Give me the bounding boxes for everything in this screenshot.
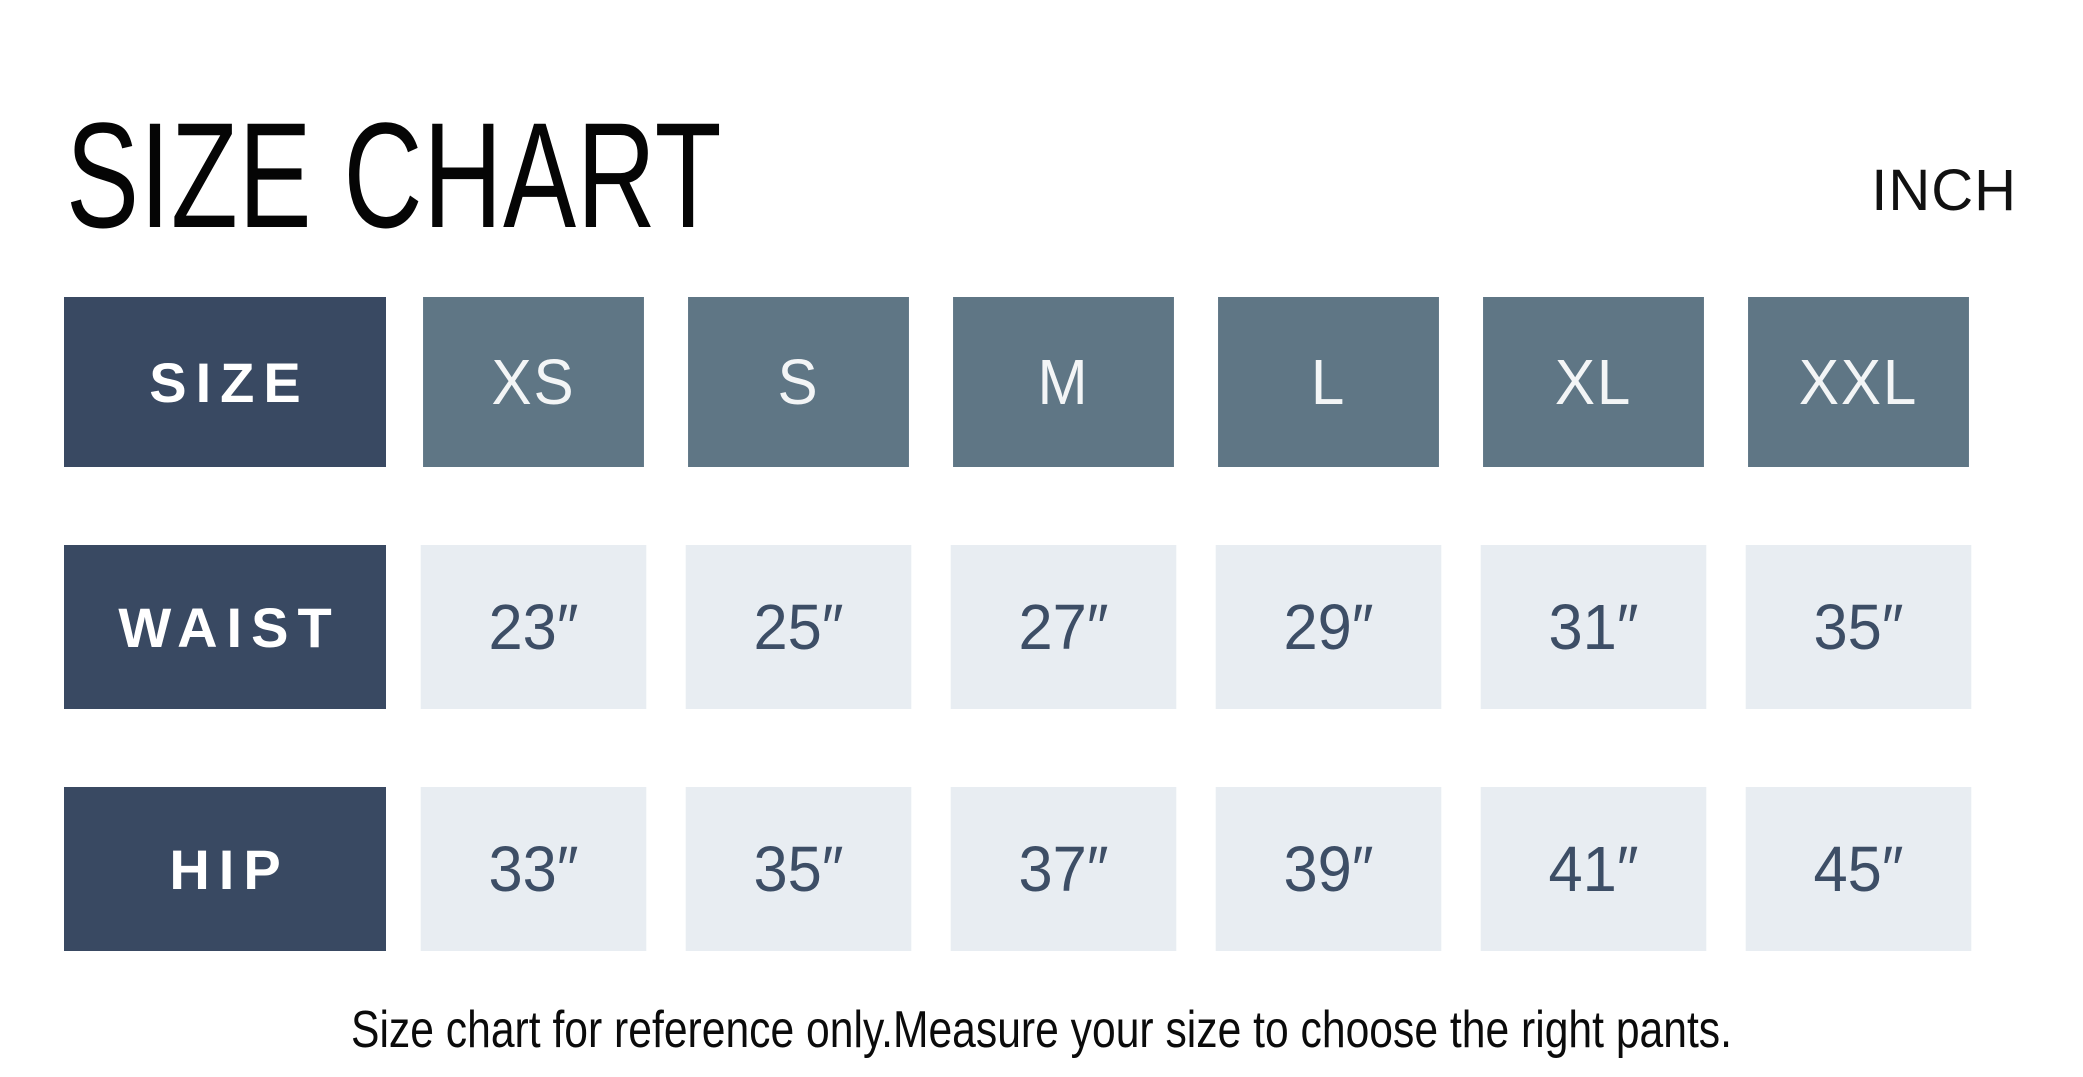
table-header-size: SIZE	[64, 297, 386, 467]
hip-value-l: 39″	[1215, 787, 1442, 951]
page-title: SIZE CHART	[66, 91, 723, 259]
table-header-m: M	[953, 297, 1174, 467]
waist-value-xs: 23″	[420, 545, 647, 709]
hip-value-m: 37″	[950, 787, 1177, 951]
waist-value-xxl: 35″	[1745, 545, 1972, 709]
waist-value-l: 29″	[1215, 545, 1442, 709]
table-header-l: L	[1218, 297, 1439, 467]
row-label-waist: WAIST	[64, 545, 386, 709]
hip-value-xs: 33″	[420, 787, 647, 951]
table-header-xl: XL	[1483, 297, 1704, 467]
waist-value-s: 25″	[685, 545, 912, 709]
waist-value-xl: 31″	[1480, 545, 1707, 709]
table-header-xs: XS	[423, 297, 644, 467]
hip-value-xxl: 45″	[1745, 787, 1972, 951]
hip-value-s: 35″	[685, 787, 912, 951]
footnote: Size chart for reference only.Measure yo…	[351, 1001, 1732, 1059]
table-header-xxl: XXL	[1748, 297, 1969, 467]
hip-value-xl: 41″	[1480, 787, 1707, 951]
waist-value-m: 27″	[950, 545, 1177, 709]
size-table: SIZE XS S M L XL XXL WAIST 23″ 25″ 27″ 2…	[64, 297, 1976, 951]
row-label-hip: HIP	[64, 787, 386, 951]
unit-label: INCH	[1871, 158, 2017, 223]
table-header-s: S	[688, 297, 909, 467]
